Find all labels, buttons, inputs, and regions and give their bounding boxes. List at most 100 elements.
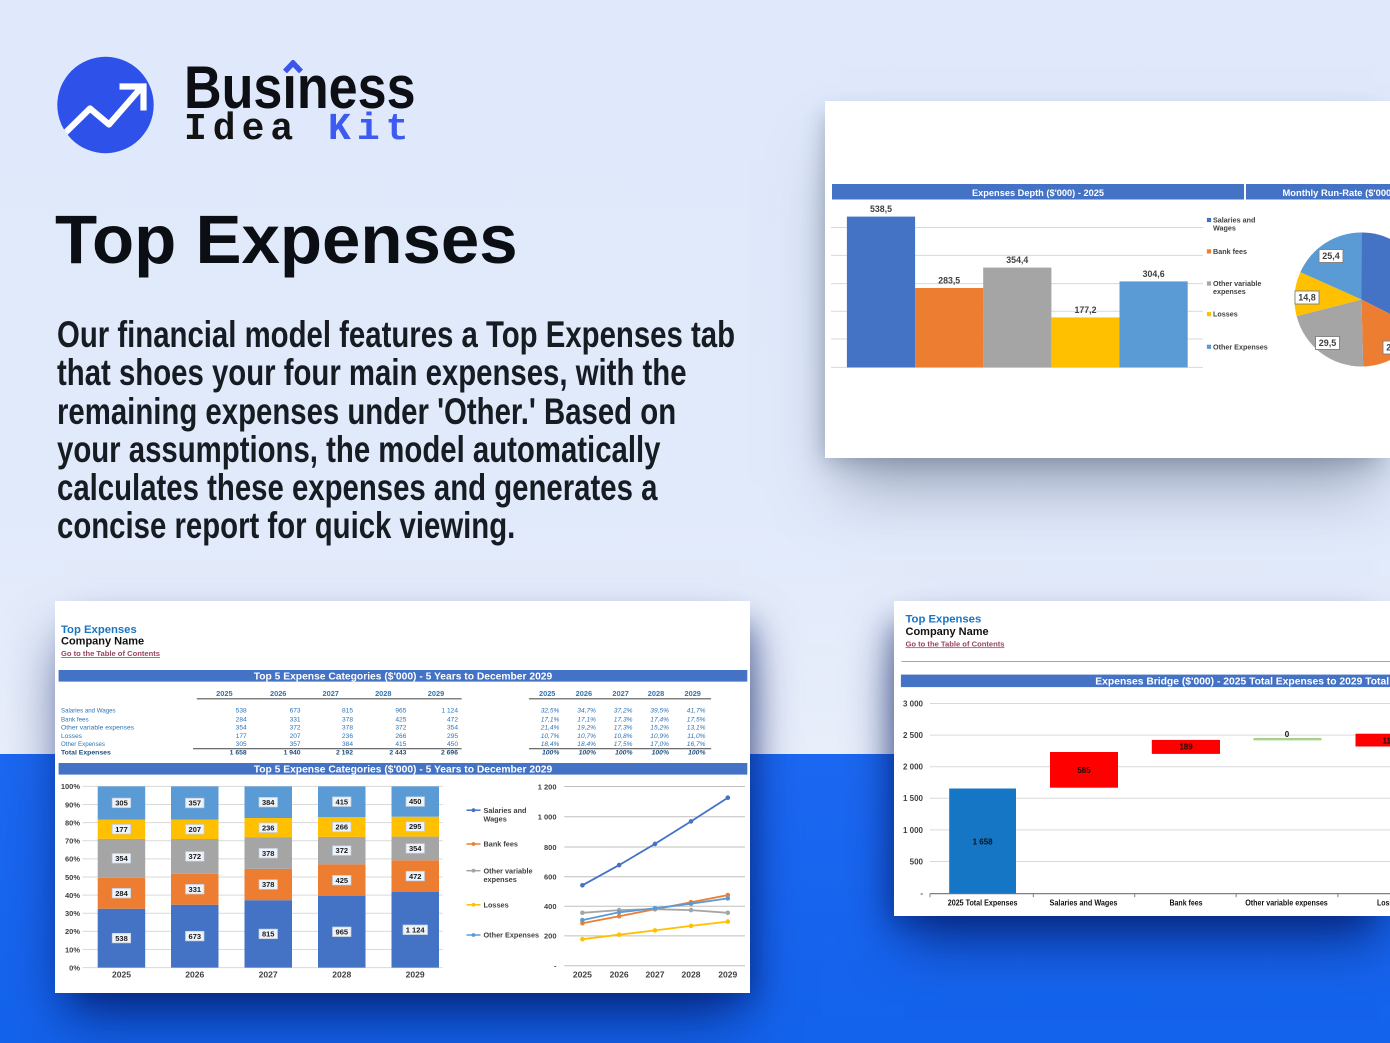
svg-text:-: -: [554, 962, 557, 971]
svg-text:-: -: [920, 889, 923, 898]
svg-text:Losses: Losses: [1213, 310, 1238, 319]
svg-text:207: 207: [189, 825, 202, 834]
svg-text:1 000: 1 000: [903, 826, 924, 835]
svg-text:2029: 2029: [718, 970, 737, 979]
svg-text:21,4%: 21,4%: [540, 725, 560, 732]
svg-text:284: 284: [115, 889, 128, 898]
svg-text:500: 500: [910, 857, 924, 866]
svg-text:2026: 2026: [610, 970, 629, 979]
svg-text:11,0%: 11,0%: [687, 733, 705, 740]
svg-text:354: 354: [447, 725, 458, 732]
svg-text:357: 357: [290, 741, 301, 748]
svg-text:70%: 70%: [65, 837, 80, 846]
svg-text:2028: 2028: [332, 970, 351, 979]
svg-text:Bank fees: Bank fees: [61, 716, 89, 723]
svg-text:965: 965: [336, 927, 349, 936]
svg-text:384: 384: [262, 798, 275, 807]
svg-text:1 200: 1 200: [538, 782, 557, 791]
svg-text:2025 Total Expenses: 2025 Total Expenses: [948, 898, 1018, 907]
svg-text:10,7%: 10,7%: [577, 733, 596, 740]
svg-text:1 124: 1 124: [406, 925, 426, 934]
svg-text:177: 177: [115, 825, 128, 834]
svg-text:19,2%: 19,2%: [577, 725, 596, 732]
svg-text:Other variable: Other variable: [1213, 279, 1261, 288]
svg-text:10%: 10%: [65, 945, 80, 954]
svg-text:expenses: expenses: [1213, 287, 1246, 296]
svg-text:266: 266: [336, 823, 349, 832]
svg-text:331: 331: [290, 716, 301, 723]
svg-text:40%: 40%: [65, 891, 80, 900]
svg-text:Other variable expenses: Other variable expenses: [61, 725, 135, 732]
svg-text:357: 357: [189, 799, 202, 808]
svg-text:15,2%: 15,2%: [650, 725, 669, 732]
svg-text:Other variable expenses: Other variable expenses: [1245, 898, 1328, 907]
svg-text:354: 354: [115, 854, 128, 863]
svg-text:Go to the Table of Contents: Go to the Table of Contents: [61, 649, 160, 658]
svg-text:Bank fees: Bank fees: [1213, 247, 1247, 256]
svg-text:415: 415: [336, 797, 349, 806]
svg-text:Other Expenses: Other Expenses: [61, 741, 106, 748]
svg-text:2027: 2027: [612, 689, 628, 698]
svg-text:266: 266: [395, 733, 406, 740]
svg-text:2027: 2027: [646, 970, 665, 979]
svg-text:Salaries and: Salaries and: [484, 806, 527, 815]
svg-text:Bank fees: Bank fees: [484, 840, 518, 849]
svg-text:34,7%: 34,7%: [577, 708, 596, 715]
svg-text:10,7%: 10,7%: [541, 733, 560, 740]
svg-text:425: 425: [395, 716, 406, 723]
svg-text:80%: 80%: [65, 818, 80, 827]
svg-text:0: 0: [1285, 730, 1290, 739]
svg-text:50%: 50%: [65, 873, 80, 882]
svg-text:32,5%: 32,5%: [541, 708, 560, 715]
svg-text:2028: 2028: [648, 689, 664, 698]
svg-text:Top Expenses: Top Expenses: [61, 624, 137, 636]
svg-text:450: 450: [409, 797, 422, 806]
svg-text:472: 472: [447, 716, 458, 723]
svg-text:177: 177: [236, 733, 247, 740]
svg-text:585: 585: [1077, 766, 1091, 775]
svg-text:2025: 2025: [112, 970, 131, 979]
svg-text:2025: 2025: [216, 689, 232, 698]
svg-text:Other Expenses: Other Expenses: [1213, 342, 1268, 351]
svg-text:17,4%: 17,4%: [650, 716, 669, 723]
svg-text:17,3%: 17,3%: [614, 716, 633, 723]
svg-text:2 192: 2 192: [336, 750, 353, 757]
svg-text:2 500: 2 500: [903, 731, 924, 740]
svg-text:Monthly Run-Rate ($'000) - 202: Monthly Run-Rate ($'000) - 2025: [1283, 188, 1390, 199]
svg-text:17,1%: 17,1%: [541, 716, 560, 723]
svg-text:815: 815: [262, 930, 275, 939]
svg-text:2026: 2026: [185, 970, 204, 979]
svg-text:304,6: 304,6: [1143, 269, 1165, 280]
svg-text:25,4: 25,4: [1322, 251, 1340, 261]
svg-text:Company Name: Company Name: [61, 636, 144, 648]
svg-text:236: 236: [342, 733, 353, 740]
svg-text:Expenses Bridge ($'000) - 2025: Expenses Bridge ($'000) - 2025 Total Exp…: [1095, 676, 1390, 687]
svg-text:538: 538: [236, 708, 247, 715]
svg-text:1 000: 1 000: [538, 813, 557, 822]
svg-text:Wages: Wages: [1213, 223, 1236, 232]
svg-text:800: 800: [544, 843, 557, 852]
svg-text:965: 965: [395, 708, 406, 715]
svg-text:30%: 30%: [65, 909, 80, 918]
svg-text:2025: 2025: [573, 970, 592, 979]
svg-text:29,5: 29,5: [1319, 338, 1337, 348]
svg-text:0%: 0%: [69, 963, 80, 972]
svg-text:283,5: 283,5: [938, 276, 961, 287]
svg-text:2026: 2026: [576, 689, 592, 698]
svg-text:1 500: 1 500: [903, 794, 924, 803]
svg-text:10,8%: 10,8%: [614, 733, 633, 740]
svg-text:18,4%: 18,4%: [541, 741, 560, 748]
svg-text:295: 295: [447, 733, 458, 740]
svg-text:100%: 100%: [615, 750, 632, 757]
svg-text:17,5%: 17,5%: [687, 716, 706, 723]
svg-text:2029: 2029: [428, 689, 444, 698]
svg-text:2026: 2026: [270, 689, 286, 698]
svg-text:354: 354: [236, 725, 247, 732]
svg-text:3 000: 3 000: [903, 699, 924, 708]
svg-text:2 443: 2 443: [389, 750, 406, 757]
svg-text:100%: 100%: [688, 750, 705, 757]
svg-text:60%: 60%: [65, 855, 80, 864]
svg-text:Expenses Depth ($'000) - 2025: Expenses Depth ($'000) - 2025: [972, 188, 1105, 199]
svg-text:378: 378: [342, 716, 353, 723]
svg-text:Company Name: Company Name: [906, 626, 989, 638]
